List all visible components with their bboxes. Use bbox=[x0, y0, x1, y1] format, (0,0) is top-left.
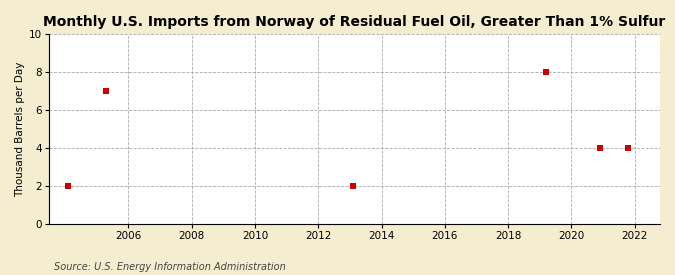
Y-axis label: Thousand Barrels per Day: Thousand Barrels per Day bbox=[15, 61, 25, 197]
Title: Monthly U.S. Imports from Norway of Residual Fuel Oil, Greater Than 1% Sulfur: Monthly U.S. Imports from Norway of Resi… bbox=[43, 15, 666, 29]
Point bbox=[63, 184, 74, 188]
Point bbox=[595, 146, 605, 150]
Point bbox=[348, 184, 358, 188]
Text: Source: U.S. Energy Information Administration: Source: U.S. Energy Information Administ… bbox=[54, 262, 286, 271]
Point bbox=[541, 70, 551, 75]
Point bbox=[623, 146, 634, 150]
Point bbox=[101, 89, 111, 94]
